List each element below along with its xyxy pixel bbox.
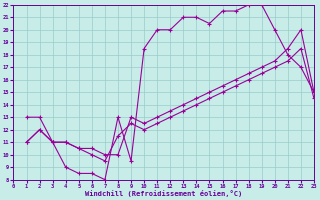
X-axis label: Windchill (Refroidissement éolien,°C): Windchill (Refroidissement éolien,°C): [85, 190, 242, 197]
